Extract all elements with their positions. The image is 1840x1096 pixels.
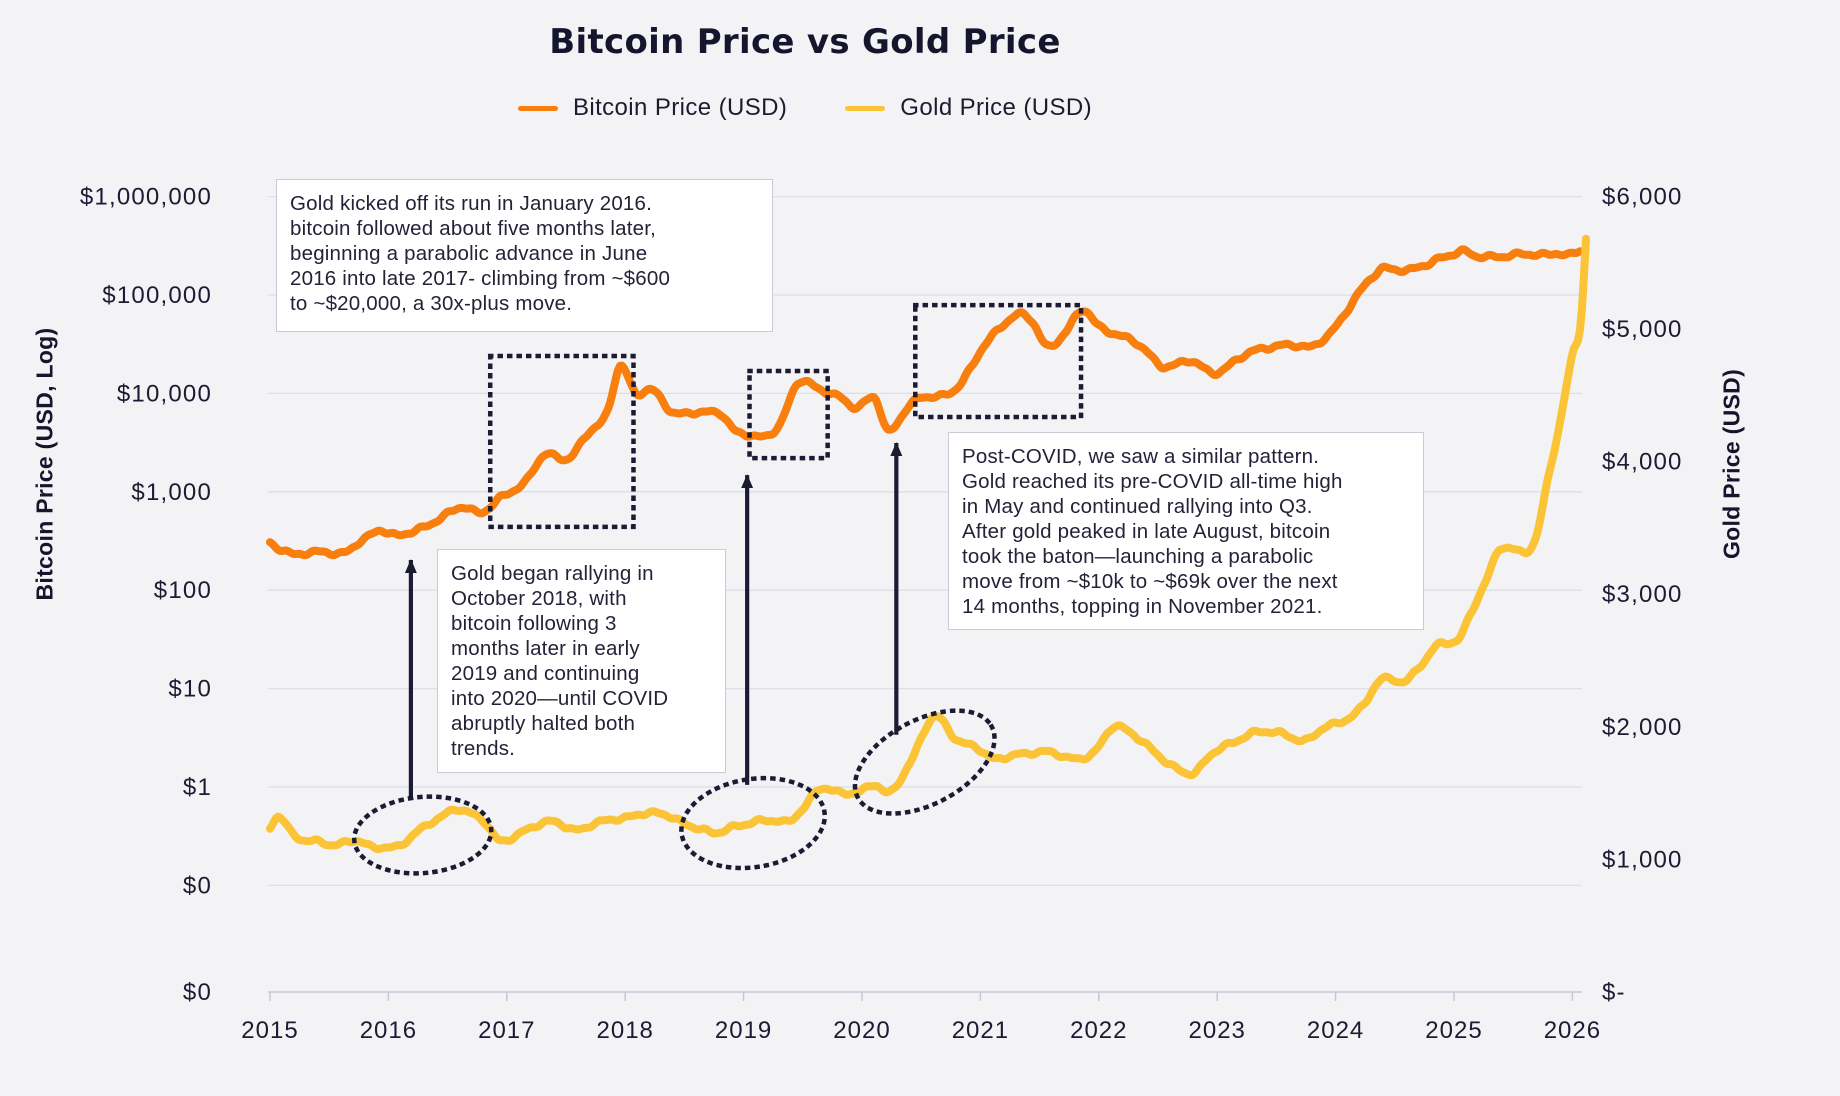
legend-item-bitcoin: Bitcoin Price (USD)	[517, 94, 788, 122]
y-left-tick-label: $10	[168, 676, 212, 703]
highlight-ellipse	[852, 708, 997, 816]
chart-header: Bitcoin Price vs Gold Price	[0, 22, 1610, 62]
legend-item-gold: Gold Price (USD)	[845, 94, 1092, 122]
y-left-tick-label: $1,000,000	[80, 184, 212, 211]
y-left-tick-label: $0	[183, 872, 212, 899]
y-right-tick-label: $1,000	[1602, 846, 1683, 873]
y-left-tick-label: $100	[154, 577, 212, 604]
y-left-tick-label: $1	[183, 774, 212, 801]
y-left-tick-label: $1,000	[131, 479, 212, 506]
callout-box-gold-2016: Gold kicked off its run in January 2016.…	[276, 179, 773, 332]
highlight-rect	[487, 353, 636, 530]
gold-legend-swatch	[845, 105, 886, 111]
right-axis-title: Gold Price (USD)	[1718, 368, 1745, 560]
y-right-tick-label: $3,000	[1602, 581, 1683, 608]
x-tick-label: 2015	[241, 1017, 298, 1044]
y-left-tick-label: $100,000	[102, 282, 212, 309]
y-right-tick-label: $2,000	[1602, 714, 1683, 741]
gold-legend-label: Gold Price (USD)	[900, 94, 1093, 121]
y-right-tick-label: $4,000	[1602, 449, 1683, 476]
x-tick-label: 2022	[1070, 1017, 1127, 1044]
highlight-rect	[913, 302, 1084, 420]
bitcoin-legend-label: Bitcoin Price (USD)	[572, 94, 788, 121]
x-tick-label: 2023	[1189, 1017, 1246, 1044]
callout-box-gold-2018: Gold began rallying in October 2018, wit…	[437, 549, 726, 773]
x-tick-label: 2025	[1425, 1017, 1482, 1044]
x-tick-label: 2021	[952, 1017, 1009, 1044]
highlight-ellipse	[351, 794, 494, 876]
y-left-tick-label: $10,000	[117, 380, 212, 407]
y-left-tick-label: $0	[183, 979, 212, 1006]
x-tick-label: 2020	[833, 1017, 890, 1044]
legend: Bitcoin Price (USD) Gold Price (USD)	[0, 94, 1610, 122]
y-right-tick-label: $5,000	[1602, 316, 1683, 343]
highlight-rect	[747, 368, 830, 461]
left-axis-title: Bitcoin Price (USD, Log)	[31, 327, 58, 601]
bitcoin-legend-swatch	[517, 105, 558, 111]
chart-title: Bitcoin Price vs Gold Price	[549, 22, 1061, 62]
x-tick-label: 2016	[360, 1017, 417, 1044]
x-tick-label: 2026	[1544, 1017, 1601, 1044]
y-right-tick-label: $-	[1602, 979, 1626, 1006]
x-tick-label: 2024	[1307, 1017, 1364, 1044]
x-tick-label: 2019	[715, 1017, 772, 1044]
callout-box-post-covid: Post-COVID, we saw a similar pattern. Go…	[948, 432, 1424, 630]
y-right-tick-label: $6,000	[1602, 183, 1683, 210]
x-tick-label: 2017	[478, 1017, 535, 1044]
x-tick-label: 2018	[597, 1017, 654, 1044]
